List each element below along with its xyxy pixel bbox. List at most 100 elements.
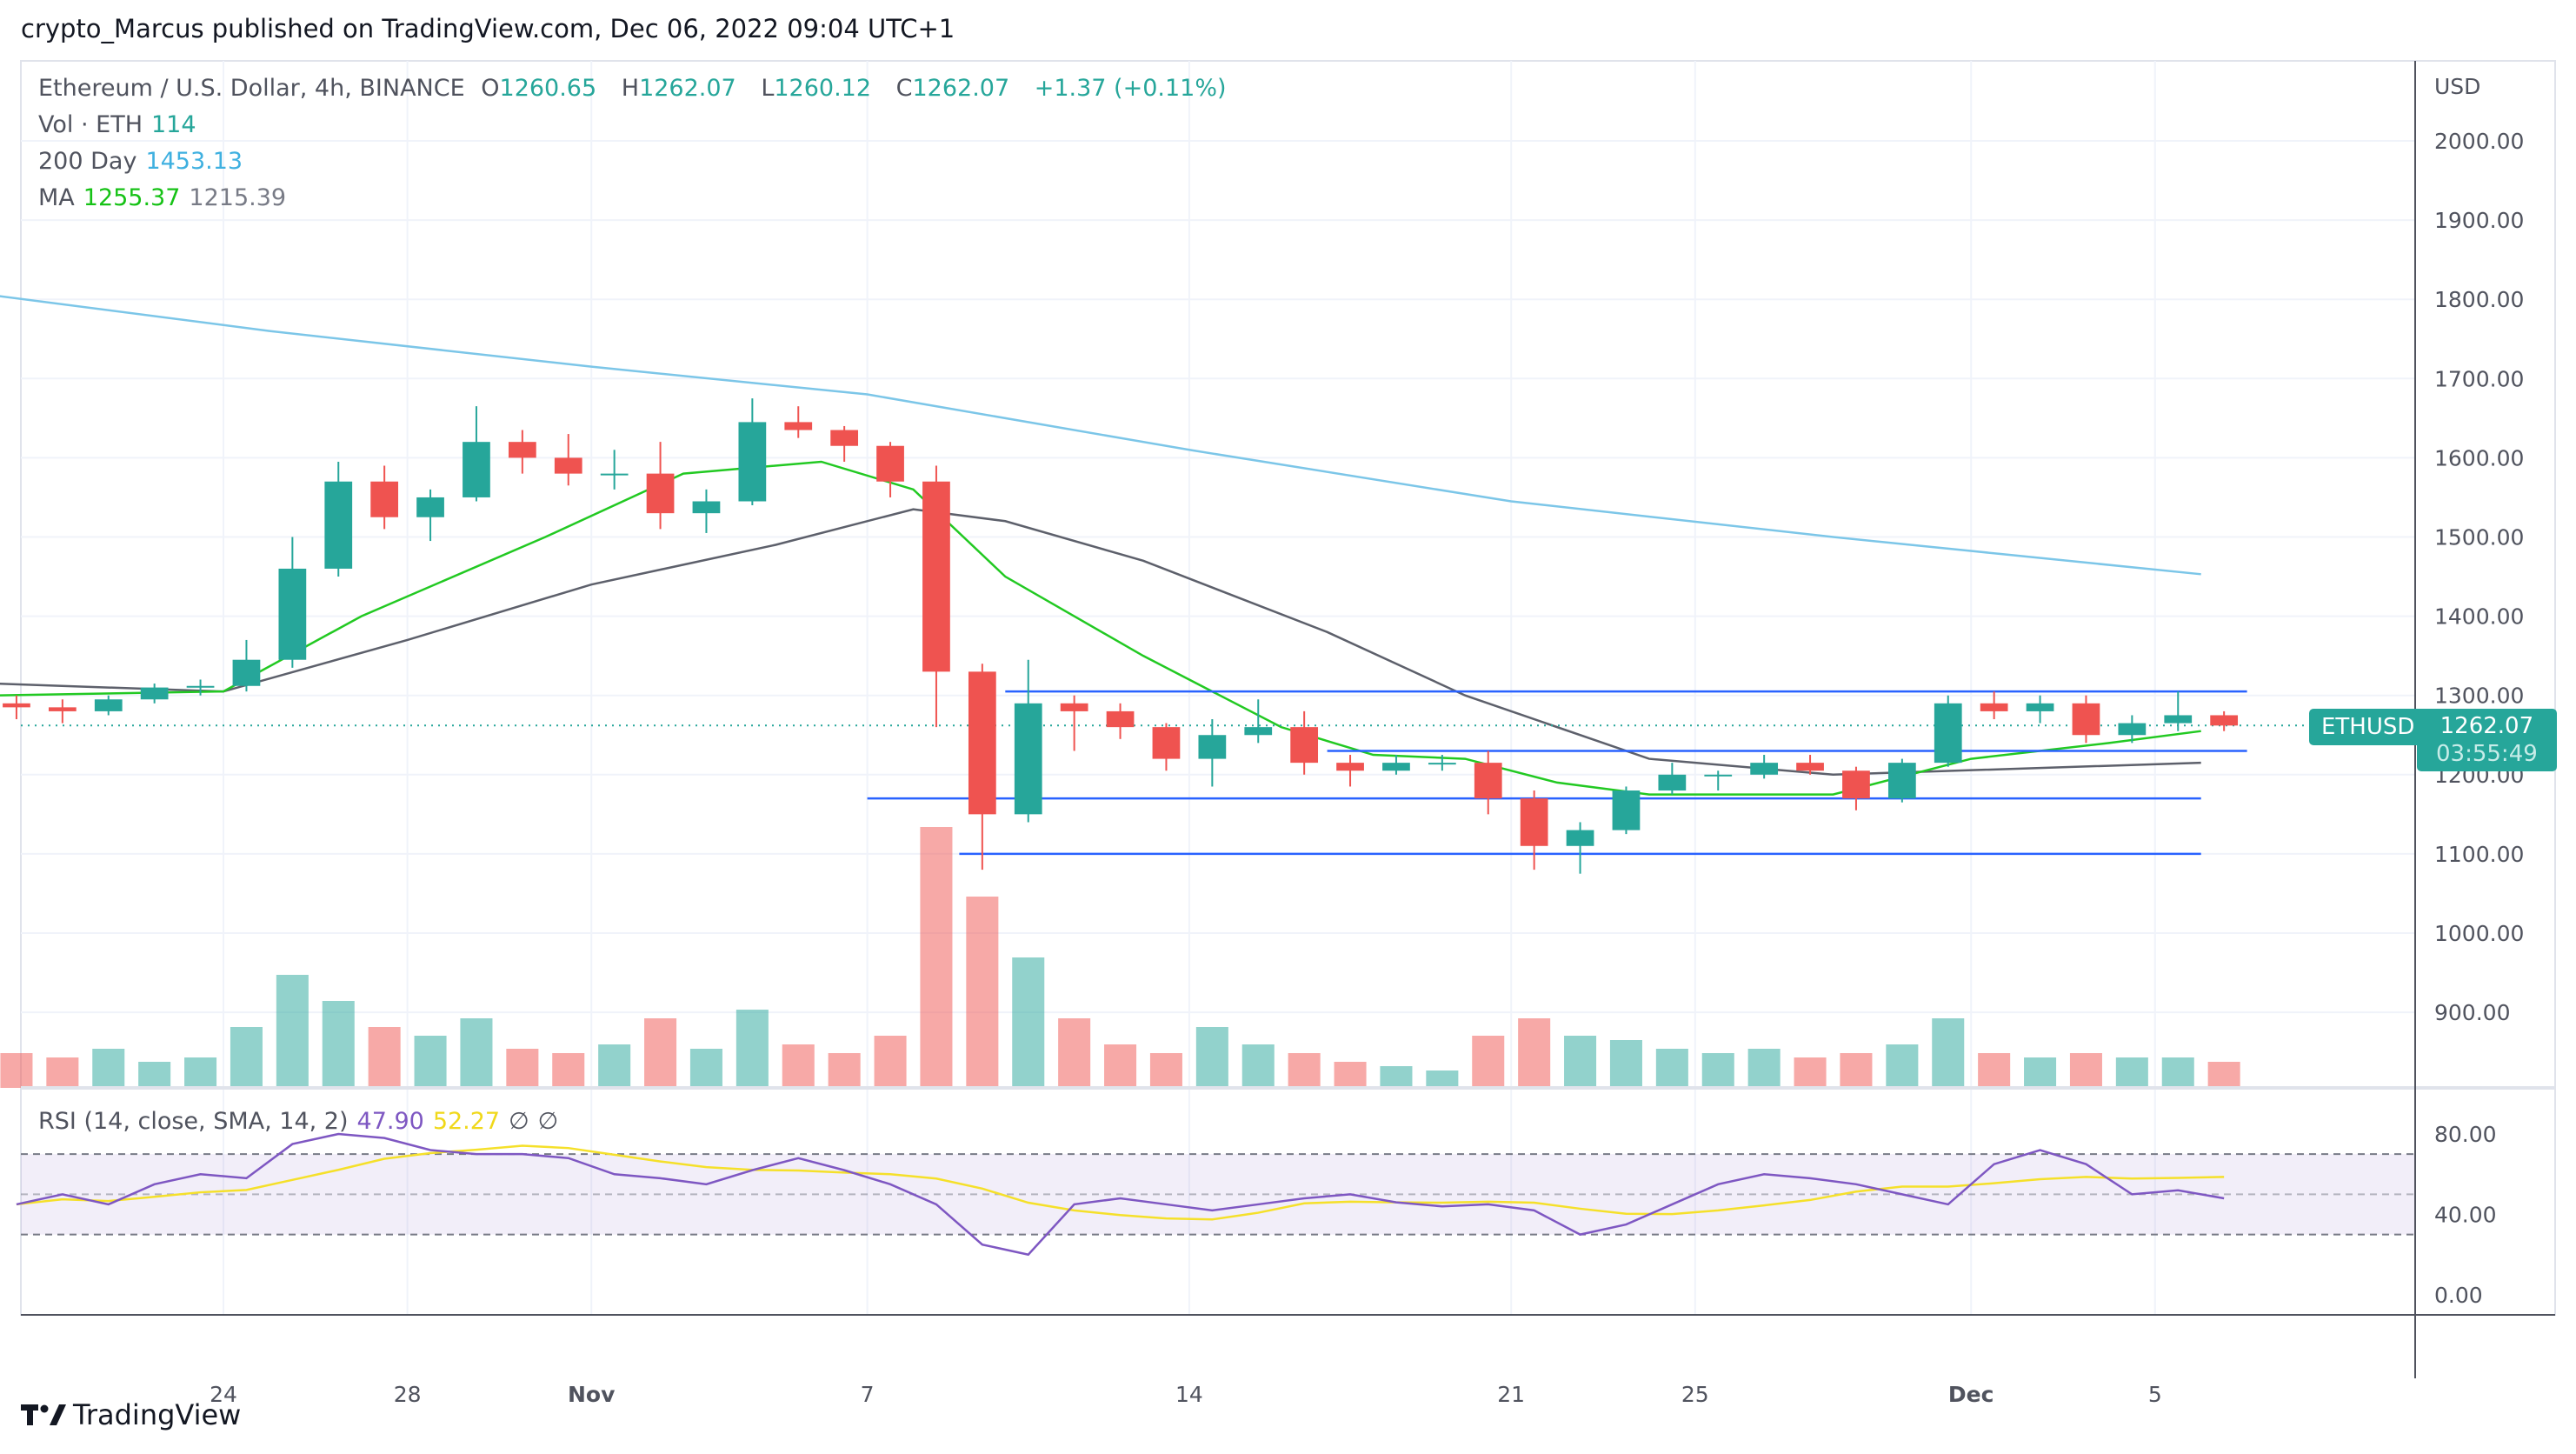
candle	[324, 461, 353, 577]
candle	[2210, 710, 2239, 731]
candle	[2164, 691, 2193, 731]
time-tick-label: 14	[1175, 1382, 1203, 1407]
candle-body	[2118, 723, 2147, 736]
rsi-pane	[16, 1132, 2415, 1257]
volume-bar	[598, 1044, 631, 1088]
price-tick-label: 900.00	[2434, 1000, 2510, 1025]
time-tick-label: 28	[394, 1382, 422, 1407]
day200-legend[interactable]: 200 Day 1453.13	[38, 148, 251, 175]
candle-body	[1198, 735, 1227, 759]
rsi-tick-label: 80.00	[2434, 1122, 2497, 1147]
price-tick-label: 1900.00	[2434, 208, 2524, 233]
ma-legend[interactable]: MA 1255.37 1215.39	[38, 184, 295, 211]
time-tick-label: 25	[1681, 1382, 1709, 1407]
bar-countdown: 03:55:49	[2436, 741, 2538, 767]
candle-body	[416, 497, 444, 517]
volume-bar	[2161, 1057, 2194, 1088]
volume-bar	[2069, 1053, 2102, 1088]
candle	[784, 406, 813, 438]
candle	[1336, 755, 1364, 787]
currency-label: USD	[2434, 74, 2480, 99]
rsi-line	[16, 1132, 2225, 1257]
candle-body	[1290, 727, 1319, 764]
price-tick-label: 1100.00	[2434, 842, 2524, 867]
low-label: L	[761, 75, 775, 102]
candle	[2026, 695, 2054, 724]
ma-slow-line	[0, 508, 2201, 777]
candles	[3, 398, 2239, 874]
volume-bar	[1058, 1018, 1091, 1088]
candle-body	[508, 442, 536, 458]
volume-bar	[1518, 1018, 1551, 1088]
volume-bar	[1241, 1044, 1275, 1088]
volume-legend[interactable]: Vol · ETH 114	[38, 111, 205, 138]
volume-bar	[1288, 1053, 1321, 1088]
candle	[1474, 750, 1502, 815]
volume-bar	[1932, 1018, 1965, 1088]
candle	[600, 450, 629, 490]
candle-body	[3, 703, 30, 708]
volume-bar	[184, 1057, 217, 1088]
ma-slow-value: 1215.39	[189, 184, 287, 211]
high-label: H	[621, 75, 640, 102]
volume-bar	[736, 1010, 769, 1088]
candle-body	[1428, 763, 1456, 765]
rsi-sma-line	[16, 1144, 2225, 1221]
candle	[1106, 703, 1135, 739]
candle	[1612, 786, 1641, 835]
rsi-tick-label: 40.00	[2434, 1203, 2497, 1228]
candle	[922, 465, 950, 728]
volume-bar	[460, 1018, 493, 1088]
candle-body	[1796, 763, 1824, 771]
time-tick-label: 7	[861, 1382, 875, 1407]
candle	[1658, 763, 1687, 795]
close-value: 1262.07	[912, 75, 1010, 102]
candle	[140, 684, 169, 704]
rsi-legend[interactable]: RSI (14, close, SMA, 14, 2) 47.90 52.27 ∅ ∅	[38, 1108, 567, 1135]
candle	[1014, 659, 1042, 823]
time-tick-label: Nov	[568, 1382, 615, 1407]
candle-body	[140, 687, 169, 700]
last-price-label: 1262.07 03:55:49	[2417, 709, 2557, 771]
candle	[1060, 695, 1088, 751]
candle-body	[1750, 763, 1779, 775]
candle-body	[830, 430, 859, 446]
candle	[1750, 755, 1779, 779]
volume-bar	[1334, 1062, 1367, 1088]
candle	[1980, 691, 2008, 720]
candle	[692, 489, 721, 533]
candle-body	[1152, 727, 1181, 759]
candle	[1244, 699, 1273, 744]
candle-body	[1244, 727, 1273, 736]
volume-bar	[46, 1057, 79, 1088]
candle	[738, 398, 767, 506]
volume-bar	[230, 1027, 263, 1088]
candle	[1152, 723, 1181, 771]
candle	[186, 679, 215, 696]
volume-bar	[689, 1049, 722, 1088]
indicator-lines	[0, 295, 2415, 856]
volume-bar	[782, 1044, 815, 1088]
candle	[94, 695, 123, 716]
symbol-legend[interactable]: Ethereum / U.S. Dollar, 4h, BINANCE O126…	[38, 75, 1235, 102]
brand-name: TradingView	[73, 1398, 242, 1431]
volume-bar	[506, 1049, 539, 1088]
volume-bar	[552, 1053, 585, 1088]
candle-body	[968, 671, 996, 815]
candle	[508, 430, 536, 474]
volume-bar	[1701, 1053, 1734, 1088]
open-value: 1260.65	[499, 75, 597, 102]
published-caption: crypto_Marcus published on TradingView.c…	[21, 14, 955, 43]
candle-body	[1887, 763, 1916, 799]
candle-body	[1980, 703, 2008, 711]
volume-bar	[2115, 1057, 2148, 1088]
volume-bar	[368, 1027, 401, 1088]
rsi-label: RSI (14, close, SMA, 14, 2)	[38, 1108, 349, 1135]
volume-bar	[0, 1053, 33, 1088]
rsi-value: 47.90	[356, 1108, 424, 1135]
candle	[1290, 710, 1319, 775]
candle-body	[1106, 710, 1135, 728]
volume-bar	[1195, 1027, 1228, 1088]
tradingview-logo[interactable]: TradingView	[21, 1398, 241, 1431]
